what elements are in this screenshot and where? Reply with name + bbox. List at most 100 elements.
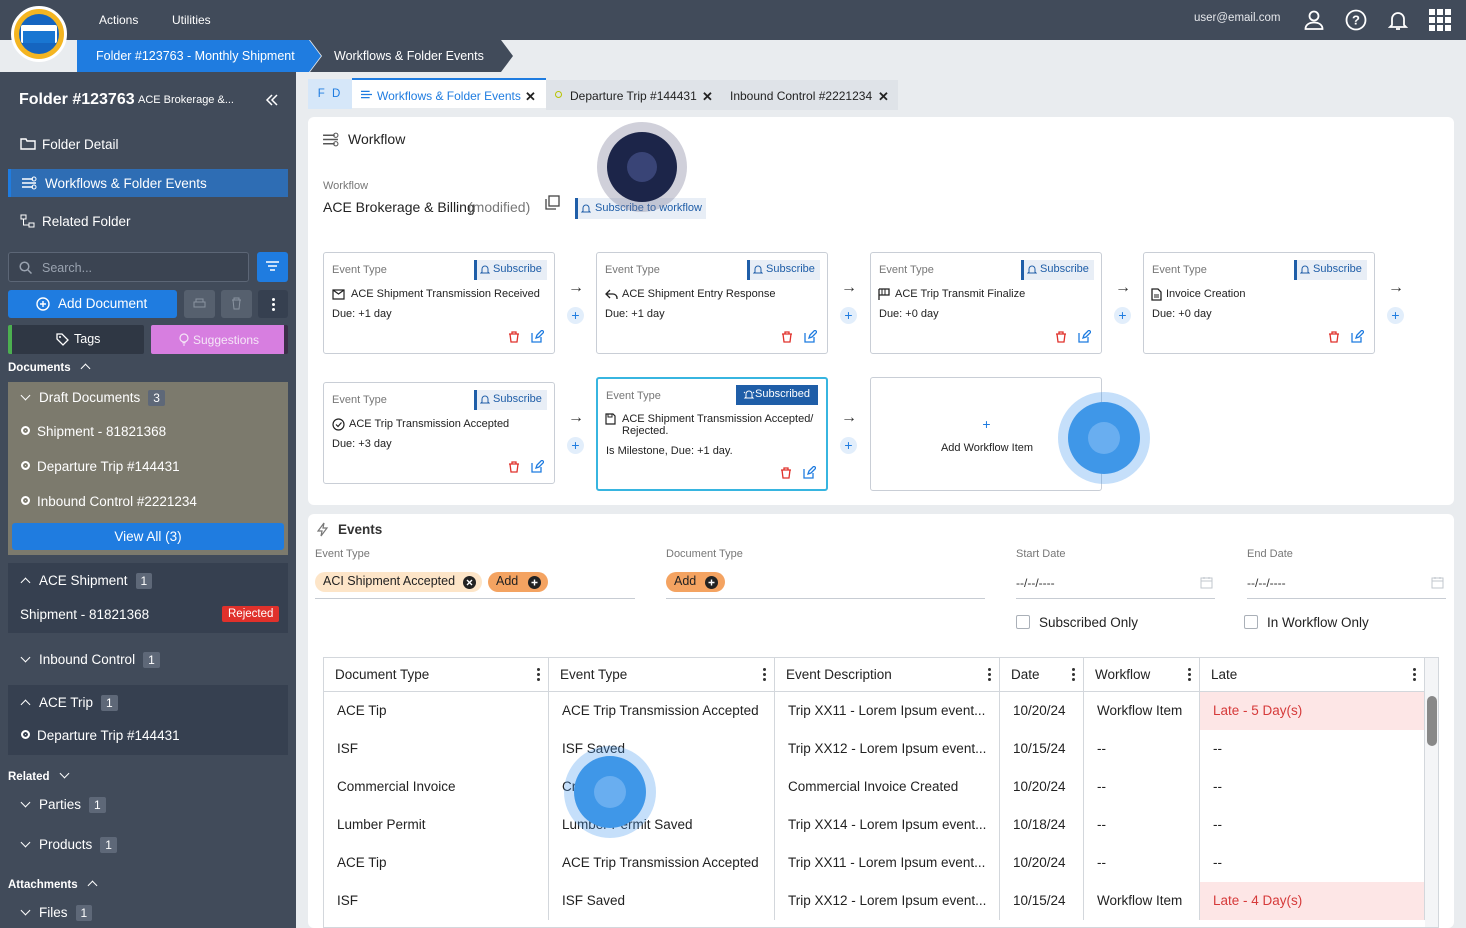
kebab-icon[interactable] bbox=[1072, 668, 1075, 681]
column-header-event-type[interactable]: Event Type bbox=[549, 658, 775, 692]
close-icon[interactable]: ✕ bbox=[525, 89, 536, 104]
tags-button[interactable]: Tags bbox=[8, 325, 144, 354]
collapse-sidebar-icon[interactable] bbox=[265, 93, 279, 107]
list-item[interactable]: Shipment - 81821368 bbox=[8, 424, 288, 454]
copy-icon[interactable] bbox=[545, 195, 560, 210]
bell-icon[interactable] bbox=[1386, 8, 1410, 32]
trash-icon[interactable] bbox=[508, 461, 520, 473]
subscribe-workflow-button[interactable]: Subscribe to workflow bbox=[575, 198, 706, 219]
products-toggle[interactable]: Products 1 bbox=[8, 837, 288, 867]
filter-button[interactable] bbox=[257, 252, 288, 282]
list-item[interactable]: Inbound Control #2221234 bbox=[8, 494, 288, 524]
utilities-menu[interactable]: Utilities bbox=[172, 13, 211, 27]
subscribe-button[interactable]: Subscribe bbox=[474, 390, 547, 410]
user-email[interactable]: user@email.com bbox=[1194, 12, 1281, 24]
workflow-card-selected[interactable]: Event Type Subscribed ACE Shipment Trans… bbox=[596, 377, 828, 491]
tab-departure-trip[interactable]: Departure Trip #144431 ✕ bbox=[546, 80, 722, 110]
apps-grid-icon[interactable] bbox=[1428, 8, 1452, 32]
sidebar-item-workflows[interactable]: Workflows & Folder Events bbox=[8, 169, 288, 197]
cell-workflow[interactable]: Workflow Item bbox=[1084, 882, 1200, 920]
edit-icon[interactable] bbox=[804, 330, 817, 343]
end-date-input[interactable]: --/--/---- bbox=[1247, 576, 1446, 598]
help-icon[interactable]: ? bbox=[1344, 8, 1368, 32]
inbound-control-toggle[interactable]: Inbound Control 1 bbox=[8, 652, 288, 682]
more-options-button[interactable] bbox=[258, 290, 288, 318]
subscribe-button[interactable]: Subscribe bbox=[474, 260, 547, 280]
actions-menu[interactable]: Actions bbox=[99, 13, 139, 27]
add-event-type-button[interactable]: Add bbox=[488, 572, 548, 592]
kebab-icon[interactable] bbox=[537, 668, 540, 681]
workflow-card[interactable]: Event Type Subscribe Invoice Creation Du… bbox=[1143, 252, 1375, 354]
column-header-date[interactable]: Date bbox=[1000, 658, 1084, 692]
column-header-late[interactable]: Late bbox=[1200, 658, 1425, 692]
add-step-button[interactable]: + bbox=[840, 437, 857, 454]
in-workflow-only-checkbox[interactable] bbox=[1244, 615, 1258, 629]
workflow-card[interactable]: Event Type Subscribe ACE Shipment Entry … bbox=[596, 252, 828, 354]
workflow-card[interactable]: Event Type Subscribe ACE Trip Transmissi… bbox=[323, 382, 555, 484]
kebab-icon[interactable] bbox=[988, 668, 991, 681]
app-logo[interactable] bbox=[11, 6, 67, 62]
breadcrumb-folder[interactable]: Folder #123763 - Monthly Shipment bbox=[77, 40, 321, 72]
add-step-button[interactable]: + bbox=[567, 437, 584, 454]
subscribe-button[interactable]: Subscribe bbox=[747, 260, 820, 280]
add-step-button[interactable]: + bbox=[567, 307, 584, 324]
edit-icon[interactable] bbox=[531, 460, 544, 473]
close-icon[interactable]: ✕ bbox=[878, 89, 889, 104]
subscribe-button[interactable]: Subscribe bbox=[1021, 260, 1094, 280]
files-toggle[interactable]: Files 1 bbox=[8, 905, 288, 928]
attachments-section-toggle[interactable]: Attachments bbox=[8, 879, 106, 891]
print-button[interactable] bbox=[184, 290, 215, 318]
workflow-card[interactable]: Event Type Subscribe ACE Trip Transmit F… bbox=[870, 252, 1102, 354]
kebab-icon[interactable] bbox=[1188, 668, 1191, 681]
trash-icon[interactable] bbox=[1055, 331, 1067, 343]
kebab-icon[interactable] bbox=[763, 668, 766, 681]
calendar-icon[interactable] bbox=[1431, 576, 1444, 589]
breadcrumb-workflows[interactable]: Workflows & Folder Events bbox=[310, 40, 513, 72]
event-type-chip[interactable]: ACI Shipment Accepted bbox=[315, 572, 482, 592]
user-icon[interactable] bbox=[1302, 8, 1326, 32]
close-icon[interactable]: ✕ bbox=[702, 89, 713, 104]
scrollbar[interactable] bbox=[1425, 658, 1438, 927]
add-document-type-button[interactable]: Add bbox=[666, 572, 725, 592]
sidebar-item-folder-detail[interactable]: Folder Detail bbox=[8, 130, 288, 158]
trash-icon[interactable] bbox=[780, 467, 792, 479]
edit-icon[interactable] bbox=[803, 466, 816, 479]
search-input[interactable]: Search... bbox=[8, 252, 249, 282]
documents-section-toggle[interactable]: Documents bbox=[8, 362, 99, 374]
cell-workflow[interactable]: Workflow Item bbox=[1084, 692, 1200, 730]
subscribe-button[interactable]: Subscribe bbox=[1294, 260, 1367, 280]
tab-inbound-control[interactable]: Inbound Control #2221234 ✕ bbox=[722, 80, 898, 110]
workflow-card[interactable]: Event Type Subscribe ACE Shipment Transm… bbox=[323, 252, 555, 354]
view-all-button[interactable]: View All (3) bbox=[12, 523, 284, 550]
add-step-button[interactable]: + bbox=[1114, 307, 1131, 324]
subscribed-only-checkbox[interactable] bbox=[1016, 615, 1030, 629]
trash-icon[interactable] bbox=[781, 331, 793, 343]
parties-toggle[interactable]: Parties 1 bbox=[8, 797, 288, 827]
kebab-icon[interactable] bbox=[1413, 668, 1416, 681]
subscribed-button[interactable]: Subscribed bbox=[736, 385, 818, 405]
ace-shipment-toggle[interactable]: ACE Shipment 1 bbox=[8, 573, 288, 603]
add-workflow-item-button[interactable]: + Add Workflow Item bbox=[870, 377, 1102, 491]
scrollbar-thumb[interactable] bbox=[1427, 696, 1437, 746]
remove-chip-icon[interactable] bbox=[463, 576, 476, 589]
column-header-document-type[interactable]: Document Type bbox=[324, 658, 549, 692]
list-item[interactable]: Departure Trip #144431 bbox=[8, 459, 288, 489]
add-step-button[interactable]: + bbox=[840, 307, 857, 324]
start-date-input[interactable]: --/--/---- bbox=[1016, 576, 1215, 598]
draft-documents-toggle[interactable]: Draft Documents 3 bbox=[8, 390, 288, 420]
column-header-event-description[interactable]: Event Description bbox=[775, 658, 1000, 692]
edit-icon[interactable] bbox=[1078, 330, 1091, 343]
calendar-icon[interactable] bbox=[1200, 576, 1213, 589]
list-item[interactable]: Shipment - 81821368 bbox=[8, 607, 288, 637]
add-document-button[interactable]: Add Document bbox=[8, 290, 177, 318]
column-header-workflow[interactable]: Workflow bbox=[1084, 658, 1200, 692]
trash-icon[interactable] bbox=[1328, 331, 1340, 343]
edit-icon[interactable] bbox=[1351, 330, 1364, 343]
ace-trip-toggle[interactable]: ACE Trip 1 bbox=[8, 695, 288, 725]
add-step-button[interactable]: + bbox=[1387, 307, 1404, 324]
list-item[interactable]: Departure Trip #144431 bbox=[8, 728, 288, 758]
delete-button[interactable] bbox=[221, 290, 252, 318]
related-section-toggle[interactable]: Related bbox=[8, 768, 78, 783]
suggestions-button[interactable]: Suggestions bbox=[151, 325, 288, 354]
tab-fd[interactable]: F D bbox=[308, 79, 352, 109]
